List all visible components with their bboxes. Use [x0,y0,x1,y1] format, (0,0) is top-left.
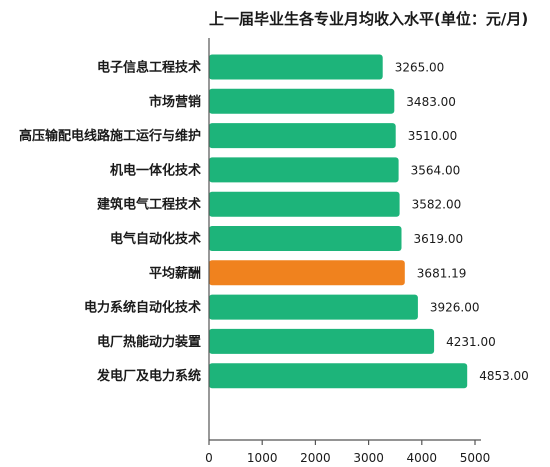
value-label: 3564.00 [411,163,461,177]
value-label: 3483.00 [406,95,456,109]
x-tick-label: 1000 [247,451,278,465]
bar-9 [209,363,468,389]
value-label: 3510.00 [408,129,458,143]
x-tick-label: 2000 [300,451,331,465]
x-tick-label: 0 [205,451,213,465]
value-label: 3681.19 [417,266,467,280]
category-label: 电厂热能动力装置 [97,334,201,350]
value-label: 3619.00 [414,232,464,246]
bar-0 [209,54,383,80]
bar-7 [209,294,418,320]
x-tick-label: 5000 [460,451,491,465]
value-label: 3582.00 [412,198,462,212]
bar-8 [209,328,435,354]
chart-title: 上一届毕业生各专业月均收入水平(单位：元/月) [209,10,528,28]
category-label: 电子信息工程技术 [97,60,201,76]
value-label: 4231.00 [446,335,496,349]
x-tick-label: 4000 [407,451,438,465]
bars-group: 电子信息工程技术 3265.00 市场营销 3483.00 高压输配电线路施工运行与维护… [19,54,529,389]
bar-1 [209,88,395,114]
x-axis: 0 1000 2000 3000 4000 5000 [205,38,490,465]
category-label: 建筑电气工程技术 [97,197,201,213]
value-label: 3926.00 [430,301,480,315]
bar-4 [209,191,400,217]
category-label: 发电厂及电力系统 [96,368,201,384]
x-tick-label: 3000 [353,451,384,465]
bar-5 [209,226,402,251]
category-label: 平均薪酬 [149,265,201,281]
category-label: 高压输配电线路施工运行与维护 [19,128,201,144]
bar-3 [209,157,399,183]
value-label: 4853.00 [479,369,529,383]
bar-average-salary [209,260,405,286]
category-label: 电气自动化技术 [110,231,201,247]
value-label: 3265.00 [395,61,445,75]
category-label: 电力系统自动化技术 [84,300,201,316]
category-label: 机电一体化技术 [110,162,201,178]
bar-2 [209,123,396,149]
category-label: 市场营销 [149,94,201,110]
